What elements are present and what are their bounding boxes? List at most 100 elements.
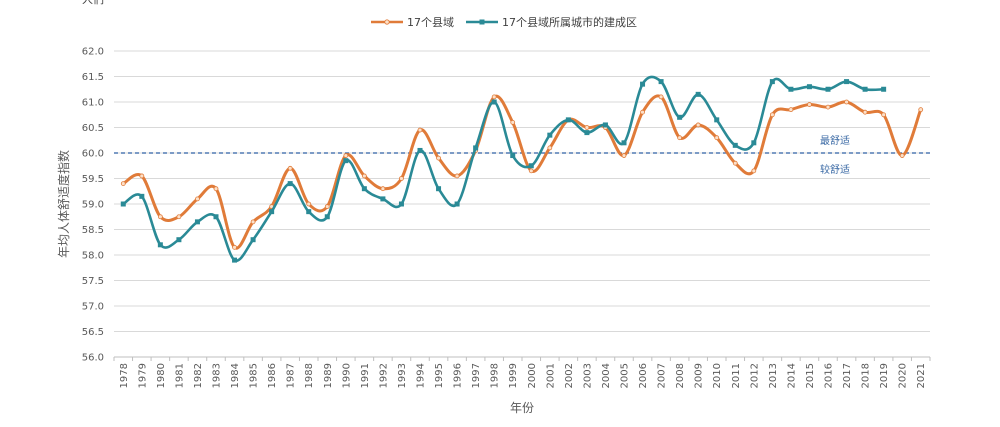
- data-point: [918, 107, 924, 113]
- legend-label: 17个县域所属城市的建成区: [502, 15, 637, 29]
- data-point: [232, 244, 237, 250]
- y-tick-label: 61.0: [82, 98, 104, 109]
- data-point: [584, 130, 590, 136]
- data-point: [157, 214, 163, 220]
- series-group: [120, 75, 924, 263]
- x-tick-label: 1985: [249, 363, 260, 388]
- x-tick-label: 1982: [193, 363, 204, 388]
- data-point: [714, 135, 720, 141]
- data-point: [343, 158, 349, 164]
- x-tick-label: 2020: [898, 363, 909, 388]
- data-point: [658, 94, 664, 100]
- y-tick-label: 58.0: [82, 251, 104, 262]
- data-point: [399, 176, 404, 181]
- data-point: [547, 145, 553, 151]
- data-point: [732, 142, 738, 148]
- data-point: [528, 163, 534, 169]
- data-point: [473, 145, 479, 151]
- data-point: [640, 109, 645, 115]
- data-point: [899, 153, 905, 158]
- data-point: [287, 181, 293, 187]
- x-axis-ticks: 1978 1979 1980 1981 1982 1983 1984 1985 1986 1987…: [113, 356, 931, 388]
- series-2: [120, 75, 887, 263]
- data-point: [510, 153, 516, 159]
- y-tick-label: 59.5: [82, 174, 104, 185]
- x-tick-label: 1983: [212, 363, 223, 388]
- data-point: [269, 209, 275, 215]
- data-point: [120, 181, 126, 187]
- y-tick-label: 60.0: [82, 149, 104, 160]
- x-tick-label: 2021: [916, 363, 927, 388]
- data-point: [565, 117, 571, 123]
- data-point: [807, 102, 812, 107]
- x-tick-label: 2006: [638, 363, 649, 388]
- data-point: [621, 153, 627, 158]
- data-point: [862, 86, 868, 92]
- gridlines: [114, 50, 930, 358]
- data-point: [213, 186, 219, 192]
- data-point: [881, 112, 887, 118]
- data-point: [176, 237, 182, 243]
- x-tick-label: 1984: [230, 363, 241, 388]
- data-point: [528, 168, 534, 174]
- x-tick-label: 1978: [119, 363, 130, 388]
- x-tick-label: 1996: [453, 363, 464, 388]
- x-tick-label: 1998: [490, 363, 501, 388]
- data-point: [677, 135, 683, 141]
- data-point: [398, 201, 404, 207]
- x-tick-label: 2019: [879, 363, 890, 388]
- x-tick-label: 2002: [564, 363, 575, 388]
- x-tick-label: 1991: [360, 363, 371, 388]
- annotation-most-comfortable: 最舒适: [820, 134, 850, 147]
- data-point: [195, 196, 200, 202]
- x-tick-label: 1989: [323, 363, 334, 388]
- data-point: [769, 112, 775, 118]
- data-point: [213, 214, 219, 220]
- x-tick-label: 2013: [768, 363, 779, 388]
- x-tick-label: 1992: [378, 363, 389, 388]
- x-tick-label: 2018: [861, 363, 872, 388]
- data-point: [881, 86, 887, 92]
- data-point: [417, 127, 423, 133]
- data-point: [491, 99, 497, 105]
- x-tick-label: 2001: [545, 363, 556, 388]
- data-point: [491, 94, 497, 100]
- data-point: [584, 125, 590, 130]
- x-tick-label: 1979: [137, 363, 148, 388]
- x-tick-label: 1999: [508, 363, 519, 388]
- data-point: [751, 168, 757, 174]
- y-axis-ticks: 56.0 56.5 57.0 57.5 58.0 58.5 59.0 59.5 60.0 60.5…: [82, 47, 104, 364]
- data-point: [714, 117, 720, 123]
- data-point: [324, 214, 330, 220]
- x-tick-label: 1995: [434, 363, 445, 388]
- x-tick-label: 1987: [286, 363, 297, 388]
- corner-label: 人们: [82, 0, 104, 6]
- x-tick-label: 2000: [527, 363, 538, 388]
- x-tick-label: 1997: [471, 363, 482, 388]
- y-axis-title: 年均人体舒适度指数: [56, 150, 71, 258]
- data-point: [640, 81, 646, 87]
- data-point: [695, 122, 701, 128]
- data-point: [324, 204, 330, 209]
- legend-marker: [384, 19, 390, 25]
- data-point: [602, 122, 608, 128]
- x-tick-label: 1994: [416, 363, 427, 388]
- legend-label: 17个县域: [407, 16, 454, 29]
- series-line-1: [121, 94, 923, 250]
- data-point: [658, 79, 664, 85]
- y-tick-label: 57.5: [82, 276, 104, 287]
- x-tick-label: 2004: [601, 363, 612, 388]
- data-point: [844, 79, 850, 85]
- data-point: [287, 165, 293, 171]
- data-point: [157, 242, 163, 248]
- x-tick-label: 1990: [341, 363, 352, 388]
- data-point: [343, 153, 349, 158]
- data-point: [436, 155, 441, 161]
- data-point: [695, 91, 701, 97]
- x-axis-title: 年份: [510, 401, 534, 415]
- data-point: [436, 186, 442, 192]
- x-tick-label: 2009: [694, 363, 705, 388]
- y-tick-label: 62.0: [82, 47, 104, 58]
